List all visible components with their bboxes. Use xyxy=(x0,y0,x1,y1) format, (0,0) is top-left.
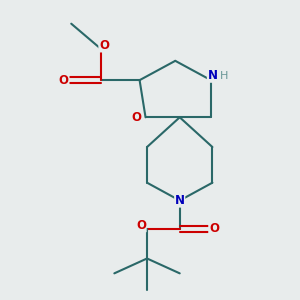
Text: O: O xyxy=(136,219,146,232)
Text: N: N xyxy=(175,194,185,207)
Text: N: N xyxy=(207,69,218,82)
Text: O: O xyxy=(99,39,109,52)
Text: O: O xyxy=(59,74,69,87)
Text: H: H xyxy=(220,71,229,81)
Text: O: O xyxy=(132,111,142,124)
Text: O: O xyxy=(209,222,219,235)
